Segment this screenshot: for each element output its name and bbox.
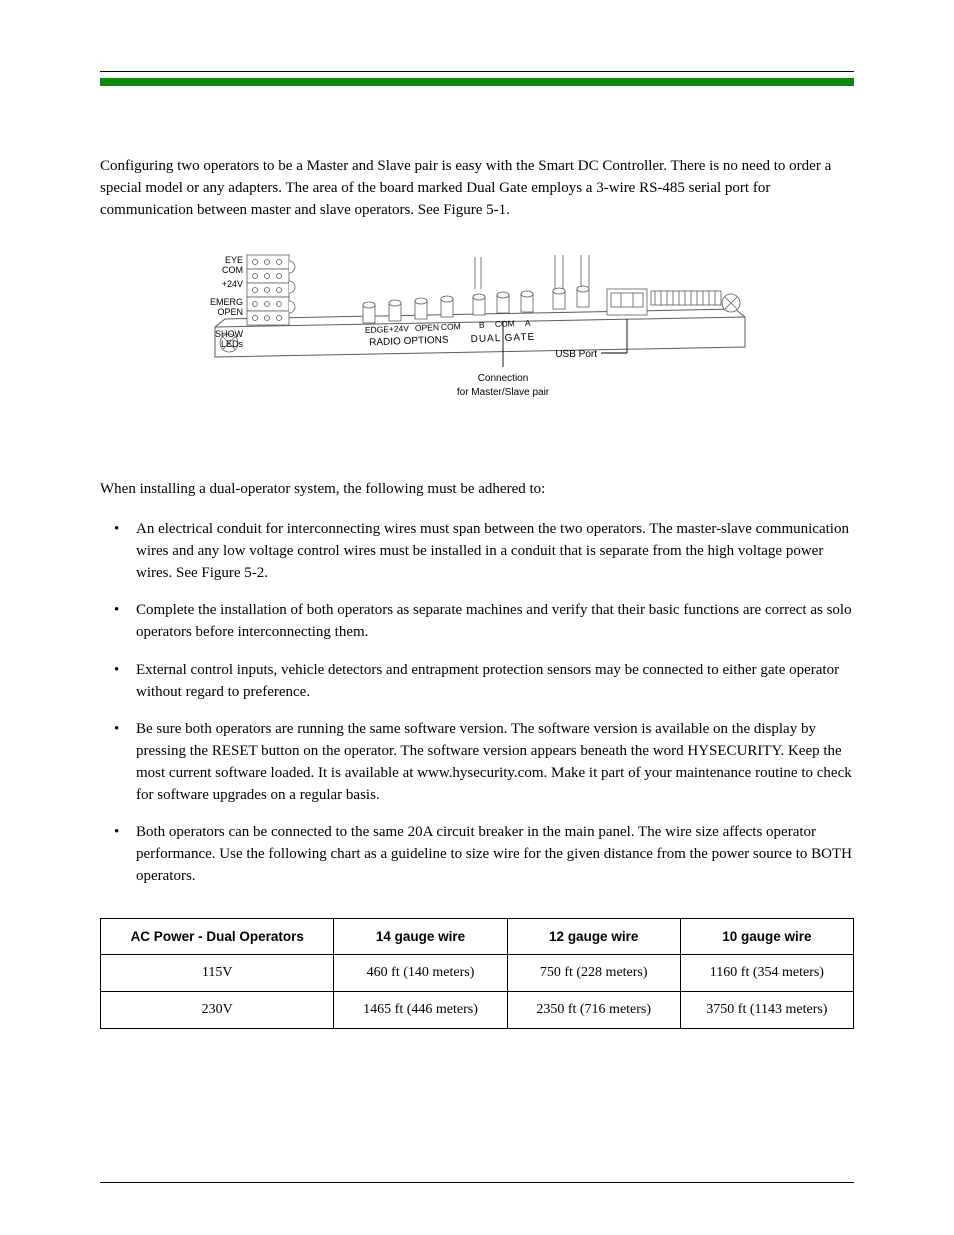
table-cell: 115V (101, 954, 334, 991)
table-cell: 1465 ft (446 meters) (334, 991, 507, 1028)
label-open: OPEN (217, 307, 243, 317)
callout-usb-port: USB Port (555, 349, 597, 360)
table-cell: 1160 ft (354 meters) (680, 954, 853, 991)
label-emerg: EMERG (210, 297, 243, 307)
table-header-row: AC Power - Dual Operators 14 gauge wire … (101, 918, 854, 954)
table-cell: 3750 ft (1143 meters) (680, 991, 853, 1028)
row-label-open: OPEN (415, 322, 439, 333)
list-item: Both operators can be connected to the s… (100, 822, 854, 887)
footer-rule (100, 1182, 854, 1183)
col-header: 14 gauge wire (334, 918, 507, 954)
group-dual-gate: DUAL GATE (470, 332, 535, 345)
label-24v: +24V (222, 279, 243, 289)
row-label-b: B (479, 320, 485, 330)
lead-paragraph: When installing a dual-operator system, … (100, 479, 854, 501)
table-cell: 230V (101, 991, 334, 1028)
group-radio-options: RADIO OPTIONS (369, 335, 449, 349)
callout-connection-l1: Connection (478, 373, 529, 384)
table-cell: 460 ft (140 meters) (334, 954, 507, 991)
col-header: 12 gauge wire (507, 918, 680, 954)
controller-svg: EYE COM +24V EMERG OPEN SHOW LEDs EDGE +… (197, 249, 757, 409)
label-leds: LEDs (221, 339, 244, 349)
label-eye: EYE (225, 255, 243, 265)
label-com: COM (222, 265, 243, 275)
callout-connection-l2: for Master/Slave pair (457, 387, 550, 398)
table-row: 230V 1465 ft (446 meters) 2350 ft (716 m… (101, 991, 854, 1028)
row-label-24v: +24V (389, 324, 410, 335)
bullet-list: An electrical conduit for interconnectin… (100, 519, 854, 888)
controller-figure: EYE COM +24V EMERG OPEN SHOW LEDs EDGE +… (197, 249, 757, 409)
list-item: External control inputs, vehicle detecto… (100, 660, 854, 704)
col-header: 10 gauge wire (680, 918, 853, 954)
row-label-com2: COM (495, 319, 515, 330)
list-item: An electrical conduit for interconnectin… (100, 519, 854, 584)
table-cell: 750 ft (228 meters) (507, 954, 680, 991)
row-label-a: A (525, 318, 531, 328)
row-label-edge: EDGE (365, 324, 390, 335)
page: Configuring two operators to be a Master… (0, 0, 954, 1235)
table-row: 115V 460 ft (140 meters) 750 ft (228 met… (101, 954, 854, 991)
header-rule (100, 48, 854, 72)
label-show: SHOW (215, 329, 244, 339)
wire-gauge-table: AC Power - Dual Operators 14 gauge wire … (100, 918, 854, 1029)
row-label-com1: COM (441, 322, 461, 333)
list-item: Be sure both operators are running the s… (100, 719, 854, 806)
col-header: AC Power - Dual Operators (101, 918, 334, 954)
table-cell: 2350 ft (716 meters) (507, 991, 680, 1028)
intro-paragraph: Configuring two operators to be a Master… (100, 156, 854, 221)
accent-bar (100, 78, 854, 86)
list-item: Complete the installation of both operat… (100, 600, 854, 644)
